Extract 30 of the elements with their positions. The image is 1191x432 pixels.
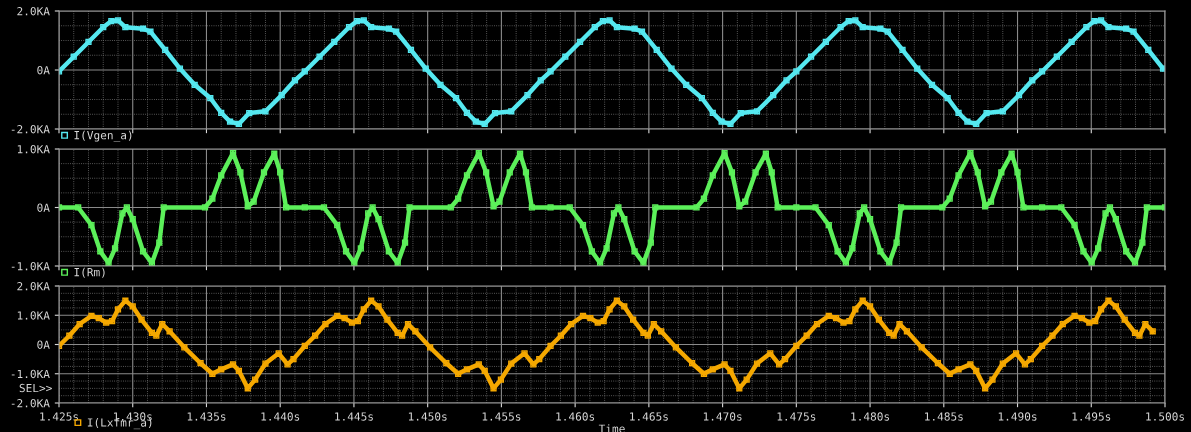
x-tick-label: 1.445s bbox=[335, 412, 373, 421]
y-tick-label: -2.0KA bbox=[11, 125, 50, 134]
x-tick-label: 1.455s bbox=[482, 412, 521, 421]
x-tick-label: 1.475s bbox=[777, 412, 816, 421]
y-tick-label: 1.0KA bbox=[17, 311, 50, 320]
x-tick-label: 1.490s bbox=[998, 412, 1037, 421]
x-tick-label: 1.470s bbox=[703, 412, 742, 421]
x-axis-title: Time bbox=[598, 424, 625, 432]
y-tick-label: -1.0KA bbox=[11, 369, 50, 379]
y-tick-label: 0A bbox=[37, 66, 50, 75]
text: SEL>> bbox=[19, 383, 52, 393]
x-tick-label: 1.495s bbox=[1072, 412, 1111, 421]
y-tick-label: -2.0KA bbox=[11, 399, 50, 408]
x-tick-label: 1.460s bbox=[556, 412, 595, 421]
legend-label: I(Rm) bbox=[74, 267, 105, 278]
y-tick-label: 0A bbox=[37, 340, 50, 349]
x-tick-label: 1.440s bbox=[261, 412, 300, 421]
x-tick-label: 1.465s bbox=[630, 412, 668, 421]
y-tick-label: 2.0KA bbox=[17, 282, 50, 291]
x-tick-label: 1.435s bbox=[187, 412, 226, 421]
y-tick-label: 2.0KA bbox=[17, 7, 50, 16]
y-tick-label: -1.0KA bbox=[11, 262, 50, 271]
legend-label: I(Vgen_a) bbox=[74, 130, 132, 142]
y-tick-label: 1.0KA bbox=[17, 145, 50, 154]
x-tick-label: 1.500s bbox=[1146, 412, 1184, 421]
x-tick-label: 1.480s bbox=[851, 412, 890, 421]
x-tick-label: 1.425s bbox=[40, 412, 78, 421]
x-tick-label: 1.485s bbox=[925, 412, 963, 421]
y-tick-label: 0A bbox=[37, 203, 50, 212]
x-tick-label: 1.450s bbox=[408, 412, 447, 421]
